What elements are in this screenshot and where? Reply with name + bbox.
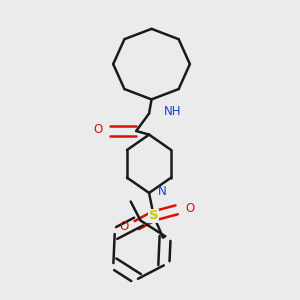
Text: O: O	[185, 202, 194, 215]
Text: S: S	[149, 209, 158, 222]
Text: N: N	[158, 185, 167, 198]
Text: O: O	[93, 123, 103, 136]
Text: NH: NH	[164, 104, 181, 118]
Text: O: O	[119, 220, 128, 233]
